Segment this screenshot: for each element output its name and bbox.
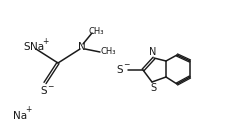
Text: −: − — [122, 60, 129, 70]
Text: CH₃: CH₃ — [88, 26, 103, 35]
Text: S: S — [149, 83, 155, 93]
Text: S: S — [116, 65, 123, 75]
Text: N: N — [149, 47, 156, 57]
Text: +: + — [42, 38, 48, 47]
Text: Na: Na — [30, 42, 44, 52]
Text: N: N — [78, 42, 85, 52]
Text: S: S — [24, 42, 30, 52]
Text: CH₃: CH₃ — [100, 47, 115, 55]
Text: +: + — [25, 105, 31, 115]
Text: S: S — [40, 86, 47, 96]
Text: −: − — [47, 83, 53, 91]
Text: Na: Na — [13, 111, 27, 121]
